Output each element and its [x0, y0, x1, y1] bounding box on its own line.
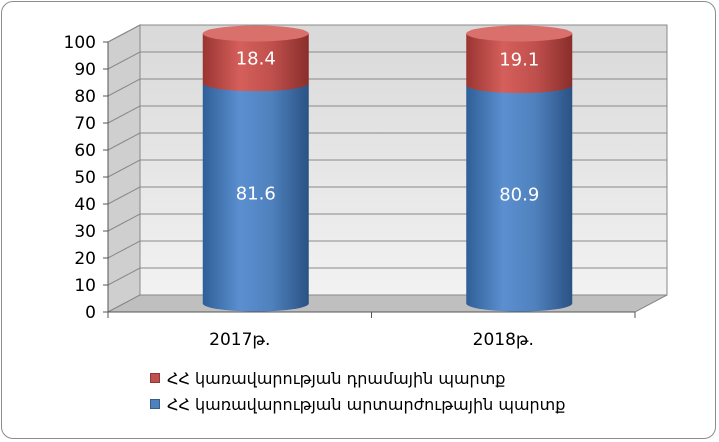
data-label: 18.4 — [236, 48, 276, 69]
bar-segment — [202, 33, 309, 92]
legend-label: ՀՀ կառավարության դրամային պարտք — [167, 368, 506, 388]
y-tick-label: 80 — [74, 87, 96, 107]
bar-segment — [466, 85, 573, 312]
x-tick-label: 2017թ. — [209, 330, 270, 350]
gridline — [107, 186, 141, 205]
legend-item: ՀՀ կառավարության արտարժութային պարտք — [150, 391, 565, 417]
legend: ՀՀ կառավարության դրամային պարտք ՀՀ կառավա… — [150, 365, 565, 417]
legend-swatch — [150, 373, 160, 383]
gridline — [107, 267, 141, 286]
legend-label: ՀՀ կառավարության արտարժութային պարտք — [167, 394, 566, 414]
bar-segment — [466, 33, 573, 94]
legend-item: ՀՀ կառավարության դրամային պարտք — [150, 365, 565, 391]
y-tick-label: 0 — [85, 303, 96, 323]
y-tick-label: 40 — [74, 195, 96, 215]
y-tick-label: 70 — [74, 114, 96, 134]
bar-cap — [466, 25, 573, 42]
gridline — [107, 213, 141, 232]
data-label: 80.9 — [499, 184, 539, 205]
gridline — [107, 132, 141, 151]
bar-cap — [202, 25, 309, 42]
data-label: 81.6 — [236, 183, 276, 204]
x-tick-label: 2018թ. — [473, 330, 534, 350]
gridline — [107, 78, 141, 97]
y-tick-label: 10 — [74, 276, 96, 296]
gridline — [107, 159, 141, 178]
gridline — [107, 51, 141, 70]
y-tick-label: 30 — [74, 222, 96, 242]
y-tick-label: 100 — [64, 33, 96, 53]
y-tick-label: 60 — [74, 141, 96, 161]
gridline — [107, 24, 141, 43]
y-tick-label: 50 — [74, 168, 96, 188]
bar-segment — [202, 83, 309, 312]
y-tick-label: 90 — [74, 60, 96, 80]
floor — [107, 294, 668, 313]
gridline — [107, 105, 141, 124]
gridline — [107, 240, 141, 259]
legend-swatch — [150, 399, 160, 409]
y-tick-label: 20 — [74, 249, 96, 269]
data-label: 19.1 — [499, 49, 539, 70]
